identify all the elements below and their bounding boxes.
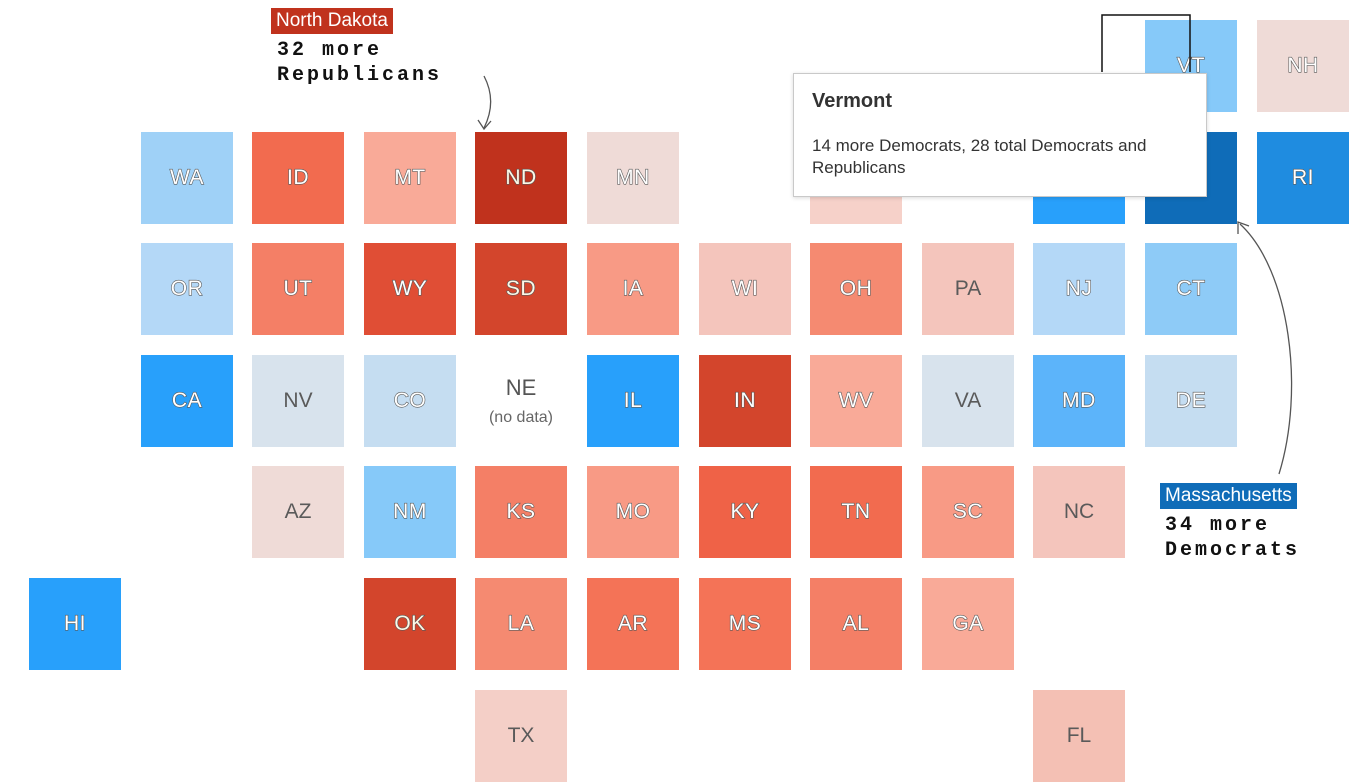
state-abbr: NJ <box>1065 276 1093 300</box>
state-tile-ky[interactable]: KY <box>699 466 791 558</box>
state-abbr: HI <box>63 611 86 635</box>
state-tile-ut[interactable]: UT <box>252 243 344 335</box>
state-abbr: GA <box>952 611 984 635</box>
state-abbr: AR <box>617 611 649 635</box>
state-abbr: WI <box>731 276 759 300</box>
state-abbr: LA <box>507 611 535 635</box>
state-tile-va[interactable]: VA <box>922 355 1014 447</box>
state-tile-wv[interactable]: WV <box>810 355 902 447</box>
state-abbr: MS <box>728 611 762 635</box>
state-tile-ms[interactable]: MS <box>699 578 791 670</box>
state-abbr: WY <box>392 276 428 300</box>
state-abbr: ND <box>505 165 537 189</box>
state-tile-mo[interactable]: MO <box>587 466 679 558</box>
state-abbr: KY <box>730 499 760 523</box>
state-abbr: NM <box>393 499 427 523</box>
state-tile-tn[interactable]: TN <box>810 466 902 558</box>
state-tile-ks[interactable]: KS <box>475 466 567 558</box>
state-abbr: VA <box>954 389 982 412</box>
state-abbr: IA <box>622 276 644 300</box>
state-tile-mn[interactable]: MN <box>587 132 679 224</box>
state-tile-wa[interactable]: WA <box>141 132 233 224</box>
state-tile-de[interactable]: DE <box>1145 355 1237 447</box>
massachusetts-callout-text: 34 more Democrats <box>1165 514 1301 562</box>
state-tile-ar[interactable]: AR <box>587 578 679 670</box>
state-abbr: MT <box>394 165 426 189</box>
state-abbr: KS <box>506 499 536 523</box>
state-abbr: TX <box>507 724 535 747</box>
state-tile-wy[interactable]: WY <box>364 243 456 335</box>
state-tile-la[interactable]: LA <box>475 578 567 670</box>
state-tile-ri[interactable]: RI <box>1257 132 1349 224</box>
state-abbr: AL <box>842 611 870 635</box>
state-tile-ga[interactable]: GA <box>922 578 1014 670</box>
state-tile-ca[interactable]: CA <box>141 355 233 447</box>
state-tile-ct[interactable]: CT <box>1145 243 1237 335</box>
state-abbr: CT <box>1176 276 1206 300</box>
tooltip-body: 14 more Democrats, 28 total Democrats an… <box>812 136 1147 177</box>
state-abbr: IN <box>733 388 756 412</box>
state-tile-id[interactable]: ID <box>252 132 344 224</box>
no-data-note: (no data) <box>488 409 554 426</box>
state-tooltip: Vermont 14 more Democrats, 28 total Demo… <box>793 73 1207 197</box>
state-abbr: NH <box>1287 53 1319 77</box>
state-abbr: SD <box>505 276 537 300</box>
state-abbr: MD <box>1062 388 1096 412</box>
state-abbr: IL <box>623 388 643 412</box>
state-tile-in[interactable]: IN <box>699 355 791 447</box>
state-tile-sc[interactable]: SC <box>922 466 1014 558</box>
state-tile-nj[interactable]: NJ <box>1033 243 1125 335</box>
state-tile-wi[interactable]: WI <box>699 243 791 335</box>
state-abbr: ID <box>286 165 309 189</box>
state-abbr: PA <box>954 277 982 300</box>
state-abbr: WV <box>838 388 874 412</box>
state-tile-nc[interactable]: NC <box>1033 466 1125 558</box>
state-tile-al[interactable]: AL <box>810 578 902 670</box>
tooltip-title: Vermont <box>812 90 893 112</box>
state-abbr: WA <box>169 165 205 189</box>
state-tile-ne[interactable]: NE (no data) <box>475 355 567 447</box>
state-tile-tx[interactable]: TX <box>475 690 567 782</box>
state-abbr: NE <box>505 375 537 400</box>
state-abbr: OK <box>394 611 426 635</box>
state-abbr: MN <box>616 165 650 189</box>
state-tile-nm[interactable]: NM <box>364 466 456 558</box>
state-tile-pa[interactable]: PA <box>922 243 1014 335</box>
state-tile-mt[interactable]: MT <box>364 132 456 224</box>
state-tile-hi[interactable]: HI <box>29 578 121 670</box>
state-tile-co[interactable]: CO <box>364 355 456 447</box>
state-abbr: NV <box>283 389 313 412</box>
state-abbr: UT <box>283 276 313 300</box>
massachusetts-callout-label: Massachusetts <box>1160 483 1297 509</box>
state-abbr: RI <box>1291 165 1314 189</box>
state-abbr: CA <box>171 388 203 412</box>
state-tile-az[interactable]: AZ <box>252 466 344 558</box>
state-abbr: NC <box>1063 500 1095 523</box>
state-abbr: AZ <box>284 500 312 523</box>
state-abbr: CO <box>393 388 427 412</box>
state-tile-oh[interactable]: OH <box>810 243 902 335</box>
state-tile-nd[interactable]: ND <box>475 132 567 224</box>
state-abbr: MO <box>615 499 651 523</box>
north-dakota-callout-label: North Dakota <box>271 8 393 34</box>
state-abbr: SC <box>952 499 984 523</box>
state-tile-sd[interactable]: SD <box>475 243 567 335</box>
state-tile-ok[interactable]: OK <box>364 578 456 670</box>
north-dakota-callout-text: 32 more Republicans <box>277 39 443 87</box>
state-abbr: FL <box>1066 724 1092 747</box>
state-abbr: TN <box>841 499 871 523</box>
state-abbr: DE <box>1175 388 1207 412</box>
state-tile-or[interactable]: OR <box>141 243 233 335</box>
state-tile-md[interactable]: MD <box>1033 355 1125 447</box>
state-abbr: OR <box>170 276 204 300</box>
state-tile-ia[interactable]: IA <box>587 243 679 335</box>
state-tile-il[interactable]: IL <box>587 355 679 447</box>
state-tile-fl[interactable]: FL <box>1033 690 1125 782</box>
state-abbr: OH <box>839 276 873 300</box>
state-tile-nv[interactable]: NV <box>252 355 344 447</box>
state-tile-nh[interactable]: NH <box>1257 20 1349 112</box>
